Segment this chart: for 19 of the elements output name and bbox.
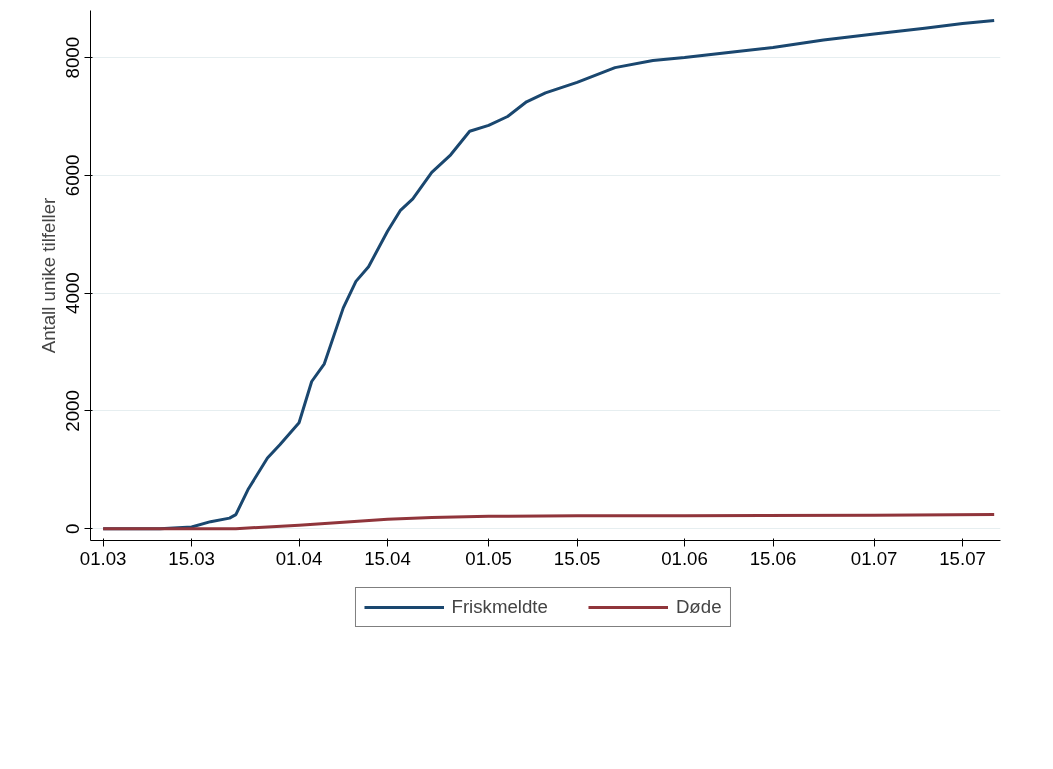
y-tick-label: 0 [62,523,84,534]
x-tick-label: 15.03 [168,547,215,569]
y-tick-label: 4000 [62,272,84,314]
x-tick-label: 15.06 [749,547,797,569]
y-axis-title: Antall unike tilfeller [37,197,59,354]
legend-label: Friskmeldte [451,596,548,618]
x-tick-label: 15.05 [553,547,601,569]
x-tick-label: 01.06 [661,547,708,569]
x-tick-label: 01.07 [850,547,898,569]
x-tick-label: 01.03 [79,547,127,569]
y-tick-label: 8000 [62,36,84,79]
line-series [101,513,996,531]
y-tick-label: 2000 [62,390,84,432]
x-tick-label: 15.04 [364,547,411,569]
x-tick-label: 01.05 [465,547,512,569]
x-tick-label: 15.07 [939,547,986,569]
x-tick-label: 01.04 [275,547,323,569]
y-tick-label: 6000 [62,154,84,197]
legend-label: Døde [675,596,722,618]
